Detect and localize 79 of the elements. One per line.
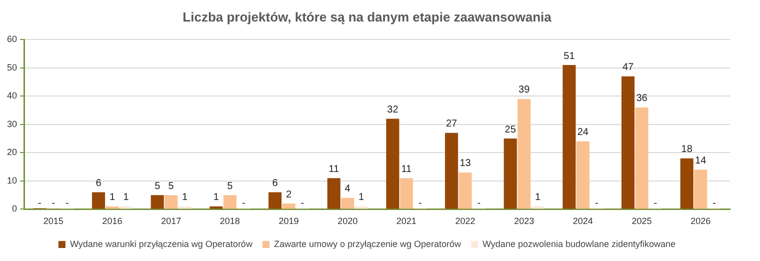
bar (400, 178, 413, 209)
x-tick-label: 2019 (278, 216, 299, 226)
data-label: 14 (695, 155, 707, 166)
data-label: - (477, 198, 481, 209)
bar (622, 76, 635, 209)
data-label: - (38, 198, 42, 209)
bar (268, 192, 282, 209)
bar (282, 204, 296, 209)
data-label: 11 (401, 164, 412, 175)
x-tick-label: 2023 (514, 216, 534, 226)
bar (223, 195, 236, 209)
data-label: - (418, 198, 422, 209)
x-tick-label: 2025 (632, 216, 652, 226)
x-tick-label: 2020 (338, 216, 358, 226)
data-label: 47 (622, 62, 634, 74)
data-label: 6 (272, 178, 278, 189)
bar (445, 132, 458, 209)
y-tick-label: 40 (6, 90, 18, 101)
bar (92, 192, 106, 209)
data-label: 32 (387, 104, 399, 116)
x-tick-label: 2022 (455, 216, 476, 226)
y-tick-label: 60 (6, 34, 18, 44)
legend-label: Wydane warunki przyłączenia wg Operatorów (70, 238, 253, 249)
x-tick-label: 2017 (161, 216, 182, 226)
y-tick-label: 50 (6, 62, 18, 72)
data-label: 1 (213, 192, 220, 204)
bar (327, 178, 340, 209)
data-label: 13 (460, 158, 472, 170)
data-label: 5 (154, 180, 161, 192)
data-label: 1 (182, 192, 188, 204)
x-tick-label: 2021 (396, 216, 416, 226)
data-label: 11 (328, 164, 340, 175)
data-label: 18 (681, 144, 693, 156)
data-label: 51 (564, 50, 576, 62)
bar (635, 107, 648, 209)
bar (386, 118, 400, 209)
x-tick-label: 2018 (220, 216, 240, 226)
x-tick-label: 2026 (690, 216, 711, 226)
data-label: 25 (504, 124, 516, 136)
x-tick-label: 2024 (572, 216, 593, 226)
data-label: - (65, 198, 69, 209)
data-label: 24 (577, 127, 589, 138)
bar (150, 195, 164, 209)
y-tick-label: 20 (6, 147, 18, 158)
data-label: 5 (168, 180, 174, 192)
data-label: 4 (344, 184, 351, 195)
bar (694, 170, 708, 209)
data-label: - (300, 198, 304, 209)
data-label: 1 (123, 192, 130, 204)
bar (576, 141, 590, 209)
bar (164, 195, 178, 209)
data-label: 1 (535, 192, 542, 204)
data-label: - (594, 198, 598, 209)
y-tick-label: 0 (12, 204, 18, 214)
y-tick-label: 10 (6, 175, 18, 186)
x-tick-label: 2015 (43, 216, 64, 226)
bar (518, 98, 531, 209)
bar (562, 65, 576, 209)
x-tick-label: 2016 (102, 216, 122, 226)
data-label: - (52, 198, 56, 209)
data-label: 1 (109, 192, 116, 204)
y-tick-label: 30 (6, 118, 18, 129)
data-label: - (654, 198, 658, 209)
legend-label: Wydane pozwolenia budowlane zidentyfikowane (482, 238, 676, 249)
bar (504, 138, 517, 209)
data-label: 1 (358, 192, 365, 204)
data-label: 27 (446, 118, 458, 130)
data-label: - (242, 198, 246, 209)
data-label: 6 (96, 178, 102, 189)
data-label: - (712, 198, 716, 209)
data-label: 2 (286, 189, 292, 200)
data-label: 36 (636, 93, 648, 104)
bar (680, 158, 694, 209)
bar (341, 198, 354, 209)
legend-label: Zawarte umowy o przyłączenie wg Operatorów (274, 238, 462, 249)
chart-title: Liczba projektów, które są na danym etapie zaawansowania (182, 9, 552, 24)
bar (458, 172, 472, 209)
data-label: 39 (518, 84, 530, 96)
data-label: 5 (227, 180, 234, 192)
